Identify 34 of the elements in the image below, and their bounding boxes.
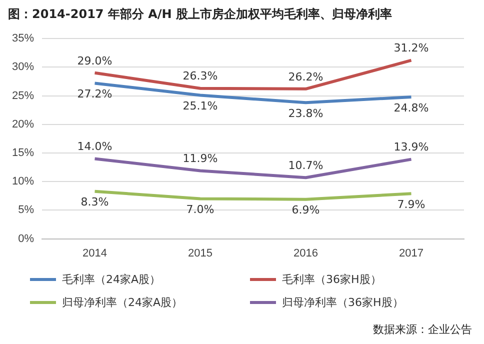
data-label: 25.1% (182, 100, 218, 113)
data-label: 29.0% (77, 54, 112, 68)
data-label: 6.9% (292, 204, 320, 217)
x-tick-label: 2014 (82, 247, 108, 260)
data-label: 7.9% (397, 198, 426, 211)
data-label: 27.2% (77, 88, 112, 101)
legend-label: 毛利率（24家A股） (62, 272, 161, 287)
source-note: 数据来源：企业公告 (373, 322, 472, 337)
y-tick-label: 35% (12, 32, 34, 45)
x-tick-label: 2017 (399, 247, 424, 260)
y-tick-label: 10% (12, 176, 34, 188)
y-tick-label: 0% (18, 232, 34, 245)
legend-label: 毛利率（36家H股） (282, 272, 382, 287)
data-label: 26.2% (288, 70, 324, 84)
y-tick-label: 25% (12, 90, 34, 102)
data-label: 26.3% (182, 70, 218, 83)
data-label: 13.9% (394, 140, 429, 154)
y-tick-label: 15% (12, 147, 34, 160)
x-tick-label: 2015 (188, 247, 212, 260)
data-label: 31.2% (394, 42, 429, 55)
data-label: 24.8% (394, 101, 429, 114)
data-label: 7.0% (186, 203, 214, 216)
x-tick-label: 2016 (294, 247, 318, 260)
y-tick-label: 30% (12, 61, 34, 74)
data-label: 23.8% (288, 107, 324, 120)
data-label: 8.3% (80, 196, 109, 209)
data-label: 14.0% (77, 140, 112, 154)
data-label: 11.9% (182, 152, 218, 166)
legend-label: 归母净利率（24家A股） (62, 295, 183, 310)
y-tick-label: 20% (12, 118, 34, 130)
data-label: 10.7% (288, 158, 324, 172)
chart-title: 图：2014-2017 年部分 A/H 股上市房企加权平均毛利率、归母净利率 (8, 6, 392, 23)
legend-label: 归母净利率（36家H股） (282, 295, 404, 310)
y-tick-label: 5% (18, 204, 34, 216)
